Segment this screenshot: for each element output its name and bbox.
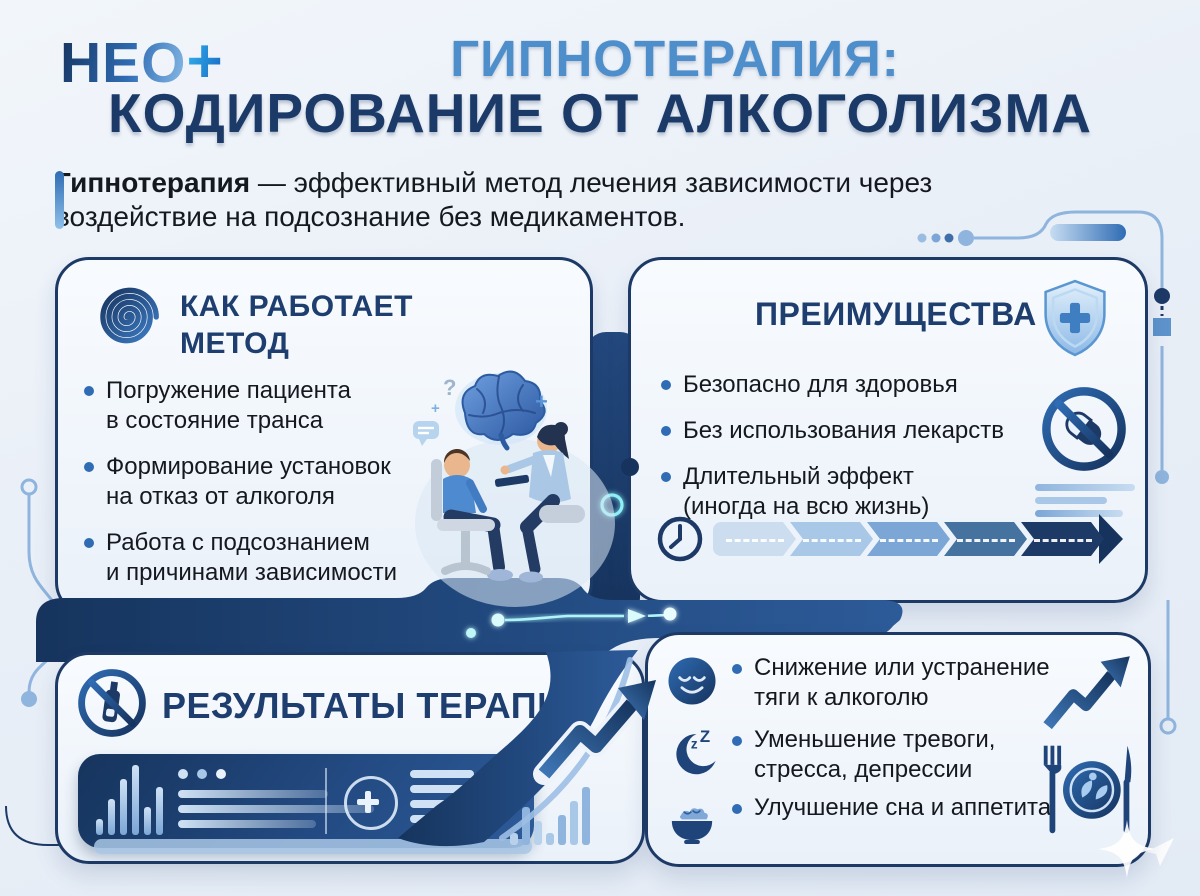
list-item: Улучшение сна и аппетита xyxy=(664,793,1051,849)
text-lines-decor xyxy=(178,790,374,835)
healthy-meal-icon xyxy=(1043,745,1132,834)
bullet-text: Уменьшение тревоги, стресса, депрессии xyxy=(754,726,996,783)
bullet-text: Безопасно для здоровья xyxy=(683,371,958,398)
list-item: Безопасно для здоровья xyxy=(661,370,1071,400)
list-item: Формирование установок на отказ от алког… xyxy=(84,452,436,512)
list-item: Погружение пациента в состояние транса xyxy=(84,376,436,436)
bullet-text: Без использования лекарств xyxy=(683,417,1005,444)
advantages-bullet-list: Безопасно для здоровья Без использования… xyxy=(661,370,1071,538)
logo: НЕО+ xyxy=(60,26,224,97)
bullet-marker xyxy=(84,538,94,548)
bullet-marker xyxy=(732,804,742,814)
intro-block: Гипнотерапия — эффективный метод лечения… xyxy=(55,166,1085,234)
results-dashboard-panel xyxy=(78,754,534,848)
appetite-bowl-icon xyxy=(671,808,713,844)
method-card: КАК РАБОТАЕТ МЕТОД Погружение пациента в… xyxy=(55,257,593,616)
no-alcohol-icon xyxy=(78,669,146,737)
timeline-segment xyxy=(867,522,950,556)
bar-chart-icon xyxy=(96,765,163,835)
page-title: ГИПНОТЕРАПИЯ: КОДИРОВАНИЕ ОТ АЛКОГОЛИЗМА xyxy=(0,32,1200,142)
results-card-title: РЕЗУЛЬТАТЫ ТЕРАПИИ xyxy=(162,685,590,726)
timeline-segment xyxy=(1021,522,1104,556)
timeline-segment xyxy=(944,522,1027,556)
clock-icon xyxy=(657,516,703,562)
bullet-marker xyxy=(661,380,671,390)
plus-circle-icon xyxy=(344,776,398,830)
spiral-icon xyxy=(100,287,159,344)
method-card-title: КАК РАБОТАЕТ МЕТОД xyxy=(180,290,413,360)
list-item: Снижение или устранение тяги к алкоголю xyxy=(664,653,1050,713)
mini-bar-chart-decor xyxy=(510,783,590,845)
bullet-marker xyxy=(661,426,671,436)
logo-plus-icon: + xyxy=(186,27,224,96)
bullet-text: Работа с подсознанием и причинами зависи… xyxy=(106,529,398,586)
intro-lead: Гипнотерапия xyxy=(55,167,251,198)
list-item: z Z Уменьшение тревоги, стресса, депресс… xyxy=(664,725,995,785)
bullet-text: Формирование установок на отказ от алког… xyxy=(106,453,391,510)
sleep-moon-icon: z Z xyxy=(676,727,716,775)
list-item: Без использования лекарств xyxy=(661,416,1071,446)
timeline-arrow xyxy=(713,514,1123,564)
intro-rest: — эффективный метод лечения зависимости … xyxy=(55,167,933,232)
trending-up-icon xyxy=(1043,656,1130,730)
list-item: Длительный эффект (иногда на всю жизнь) xyxy=(661,462,1071,522)
logo-neo: НЕО xyxy=(60,31,187,95)
bullet-marker xyxy=(84,386,94,396)
results-card: РЕЗУЛЬТАТЫ ТЕРАПИИ xyxy=(55,652,645,864)
dot-decor xyxy=(917,233,927,243)
effect-timeline xyxy=(655,512,1123,566)
bullet-text: Снижение или устранение тяги к алкоголю xyxy=(754,654,1050,711)
advantages-card: ПРЕИМУЩЕСТВА Безопасно для здоровья Без … xyxy=(628,257,1148,603)
calm-face-icon xyxy=(668,657,716,705)
knife-icon xyxy=(1123,745,1132,834)
sparkle-icon xyxy=(1098,820,1156,878)
advantages-card-title: ПРЕИМУЩЕСТВА xyxy=(755,296,1037,332)
title-line2: КОДИРОВАНИЕ ОТ АЛКОГОЛИЗМА xyxy=(108,82,1092,145)
panel-shadow xyxy=(94,839,532,854)
z-glyph: z xyxy=(691,737,698,752)
bullet-text: Длительный эффект (иногда на всю жизнь) xyxy=(683,463,930,520)
bullet-text: Улучшение сна и аппетита xyxy=(754,794,1052,821)
list-item: Работа с подсознанием и причинами зависи… xyxy=(84,528,436,588)
bullet-marker xyxy=(661,472,671,482)
bullet-marker xyxy=(732,664,742,674)
title-line1: ГИПНОТЕРАПИЯ: xyxy=(450,30,900,87)
bullet-text: Погружение пациента в состояние транса xyxy=(106,377,351,434)
timeline-segment xyxy=(790,522,873,556)
z-glyph: Z xyxy=(700,727,710,746)
dots-decor xyxy=(178,769,226,779)
effects-card: Снижение или устранение тяги к алкоголю … xyxy=(645,632,1156,878)
intro-text: Гипнотерапия — эффективный метод лечения… xyxy=(55,166,1085,234)
shield-cross-icon xyxy=(1044,279,1106,357)
method-bullet-list: Погружение пациента в состояние транса Ф… xyxy=(84,376,436,604)
bullet-marker xyxy=(84,462,94,472)
no-pills-icon xyxy=(1042,387,1126,471)
fork-icon xyxy=(1043,745,1062,834)
bullet-marker xyxy=(732,736,742,746)
timeline-segment xyxy=(713,522,796,556)
intro-accent-bar xyxy=(55,171,64,229)
divider xyxy=(325,768,327,834)
